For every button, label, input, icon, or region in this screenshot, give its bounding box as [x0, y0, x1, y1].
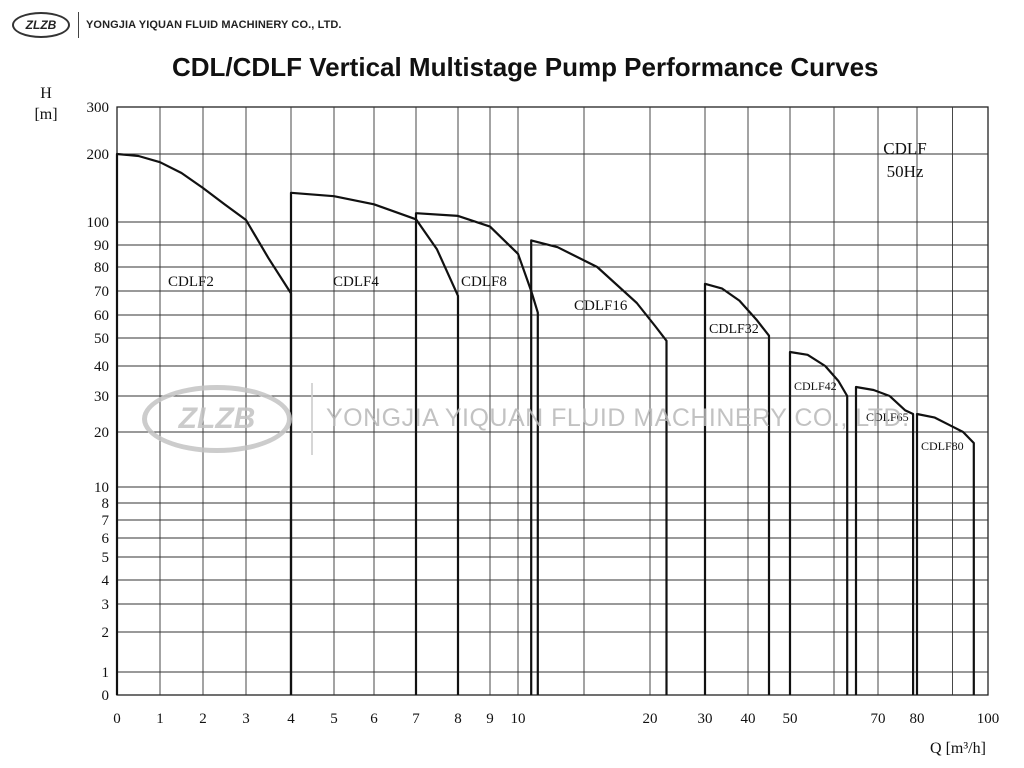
- y-tick-label: 90: [94, 238, 109, 254]
- x-tick-label: 0: [113, 711, 121, 727]
- series-curve-cdlf32: [703, 282, 771, 695]
- y-tick-label: 300: [87, 100, 110, 116]
- x-tick-label: 8: [454, 711, 462, 727]
- y-tick-label: 4: [102, 573, 110, 589]
- y-tick-label: 60: [94, 308, 109, 324]
- company-name: YONGJIA YIQUAN FLUID MACHINERY CO., LTD.: [86, 19, 342, 31]
- watermark-divider: [311, 383, 313, 455]
- y-tick-label: 5: [102, 550, 110, 566]
- company-logo: ZLZB: [12, 12, 70, 38]
- y-tick-label: 8: [102, 496, 110, 512]
- y-tick-label: 6: [102, 531, 110, 547]
- series-label-cdlf32: CDLF32: [709, 322, 759, 337]
- series-label-cdlf4: CDLF4: [333, 274, 379, 290]
- series-curve-cdlf80: [915, 412, 975, 695]
- x-tick-label: 70: [871, 711, 886, 727]
- y-tick-label: 7: [102, 513, 110, 529]
- watermark-company-name: YONGJIA YIQUAN FLUID MACHINERY CO., LTD.: [326, 404, 910, 432]
- series-curve-cdlf8: [414, 212, 539, 695]
- x-tick-label: 40: [741, 711, 756, 727]
- y-tick-label: 20: [94, 425, 109, 441]
- y-tick-label: 3: [102, 597, 110, 613]
- y-tick-label: 200: [87, 147, 110, 163]
- series-curve-cdlf42: [788, 350, 849, 695]
- series-label-cdlf2: CDLF2: [168, 274, 214, 290]
- chart-title: CDL/CDLF Vertical Multistage Pump Perfor…: [172, 52, 879, 82]
- x-tick-label: 4: [287, 711, 295, 727]
- x-tick-label: 30: [698, 711, 713, 727]
- x-tick-label: 9: [486, 711, 494, 727]
- series-label-cdlf42: CDLF42: [794, 379, 837, 393]
- x-tick-label: 3: [242, 711, 250, 727]
- x-tick-label: 10: [511, 711, 526, 727]
- x-tick-label: 7: [412, 711, 420, 727]
- x-tick-label: 50: [783, 711, 798, 727]
- y-axis-title: H: [40, 85, 52, 102]
- x-tick-label: 100: [977, 711, 1000, 727]
- x-axis-title: Q [m³/h]: [930, 740, 986, 757]
- annotation-frequency: 50Hz: [887, 162, 924, 181]
- series-curve-cdlf2: [115, 152, 293, 695]
- y-axis-unit: [m]: [34, 106, 57, 123]
- y-tick-label: 40: [94, 359, 109, 375]
- company-header: ZLZB YONGJIA YIQUAN FLUID MACHINERY CO.,…: [12, 10, 342, 40]
- y-tick-label: 70: [94, 284, 109, 300]
- x-tick-label: 80: [910, 711, 925, 727]
- y-tick-label: 30: [94, 389, 109, 405]
- series-curve-cdlf4: [289, 191, 460, 695]
- y-tick-label: 0: [102, 688, 110, 704]
- y-tick-label: 80: [94, 260, 109, 276]
- watermark-logo: ZLZB: [142, 385, 292, 453]
- y-tick-label: 1: [102, 665, 110, 681]
- logo-divider: [78, 12, 79, 38]
- series-curve-cdlf16: [530, 239, 668, 695]
- x-tick-label: 1: [156, 711, 164, 727]
- y-tick-label: 100: [87, 215, 110, 231]
- x-tick-label: 2: [199, 711, 207, 727]
- x-tick-label: 20: [643, 711, 658, 727]
- y-tick-label: 10: [94, 480, 109, 496]
- series-label-cdlf8: CDLF8: [461, 274, 507, 290]
- annotation-series: CDLF: [883, 139, 926, 158]
- x-tick-label: 6: [370, 711, 378, 727]
- x-tick-label: 5: [330, 711, 338, 727]
- y-tick-label: 50: [94, 331, 109, 347]
- series-label-cdlf80: CDLF80: [921, 439, 964, 453]
- series-label-cdlf65: CDLF65: [866, 410, 909, 424]
- y-tick-label: 2: [102, 625, 110, 641]
- series-curve-cdlf65: [854, 385, 915, 695]
- series-label-cdlf16: CDLF16: [574, 298, 628, 314]
